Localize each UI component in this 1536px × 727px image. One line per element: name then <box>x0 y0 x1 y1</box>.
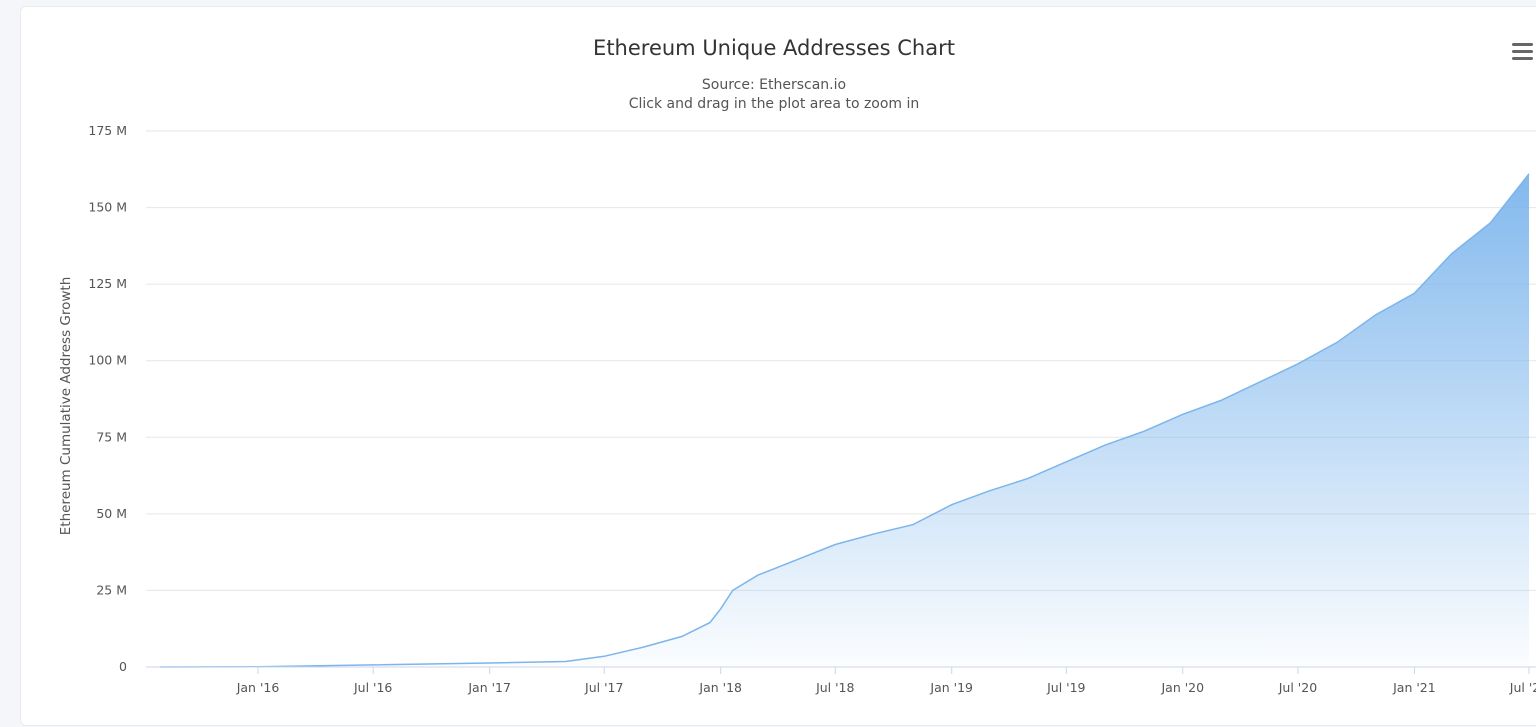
x-tick-label: Jan '21 <box>1392 680 1436 695</box>
x-tick-label: Jan '19 <box>929 680 973 695</box>
chart-title: Ethereum Unique Addresses Chart <box>593 36 955 60</box>
grid-lines <box>146 130 1536 591</box>
chart-subtitle-source: Source: Etherscan.io <box>702 77 846 93</box>
y-tick-label: 175 M <box>88 123 127 138</box>
chart-subtitle-zoom-hint: Click and drag in the plot area to zoom … <box>629 96 920 112</box>
series-line <box>159 173 1530 668</box>
context-menu-icon[interactable] <box>1512 43 1533 60</box>
x-tick-label: Jul '17 <box>584 680 623 695</box>
y-tick-label: 50 M <box>96 506 127 521</box>
x-tick-label: Jul '19 <box>1046 680 1085 695</box>
series-area <box>159 173 1529 667</box>
x-tick-label: Jul '21 <box>1509 680 1536 695</box>
x-axis-ticks: Jan '16 Jul '16 Jan '17 Jul '17 Jan '18 Jul '… <box>236 667 1536 695</box>
y-tick-label: 75 M <box>96 429 127 444</box>
x-tick-label: Jan '16 <box>236 680 280 695</box>
x-tick-label: Jul '16 <box>353 680 392 695</box>
y-axis-title: Ethereum Cumulative Address Growth <box>58 277 74 536</box>
x-tick-label: Jan '17 <box>467 680 511 695</box>
x-tick-label: Jan '20 <box>1160 680 1204 695</box>
chart-card: 0 25 M 50 M 75 M 100 M 125 M 150 M 175 M Jan '1… <box>20 6 1536 726</box>
y-tick-label: 125 M <box>88 276 127 291</box>
y-tick-label: 0 <box>119 659 127 674</box>
chart[interactable]: 0 25 M 50 M 75 M 100 M 125 M 150 M 175 M Jan '1… <box>21 7 1536 727</box>
y-axis-ticks: 0 25 M 50 M 75 M 100 M 125 M 150 M 175 M <box>88 123 127 674</box>
y-tick-label: 25 M <box>96 582 127 597</box>
x-tick-label: Jul '20 <box>1278 680 1317 695</box>
y-tick-label: 100 M <box>88 353 127 368</box>
x-tick-label: Jan '18 <box>698 680 742 695</box>
y-tick-label: 150 M <box>88 200 127 215</box>
x-tick-label: Jul '18 <box>815 680 854 695</box>
